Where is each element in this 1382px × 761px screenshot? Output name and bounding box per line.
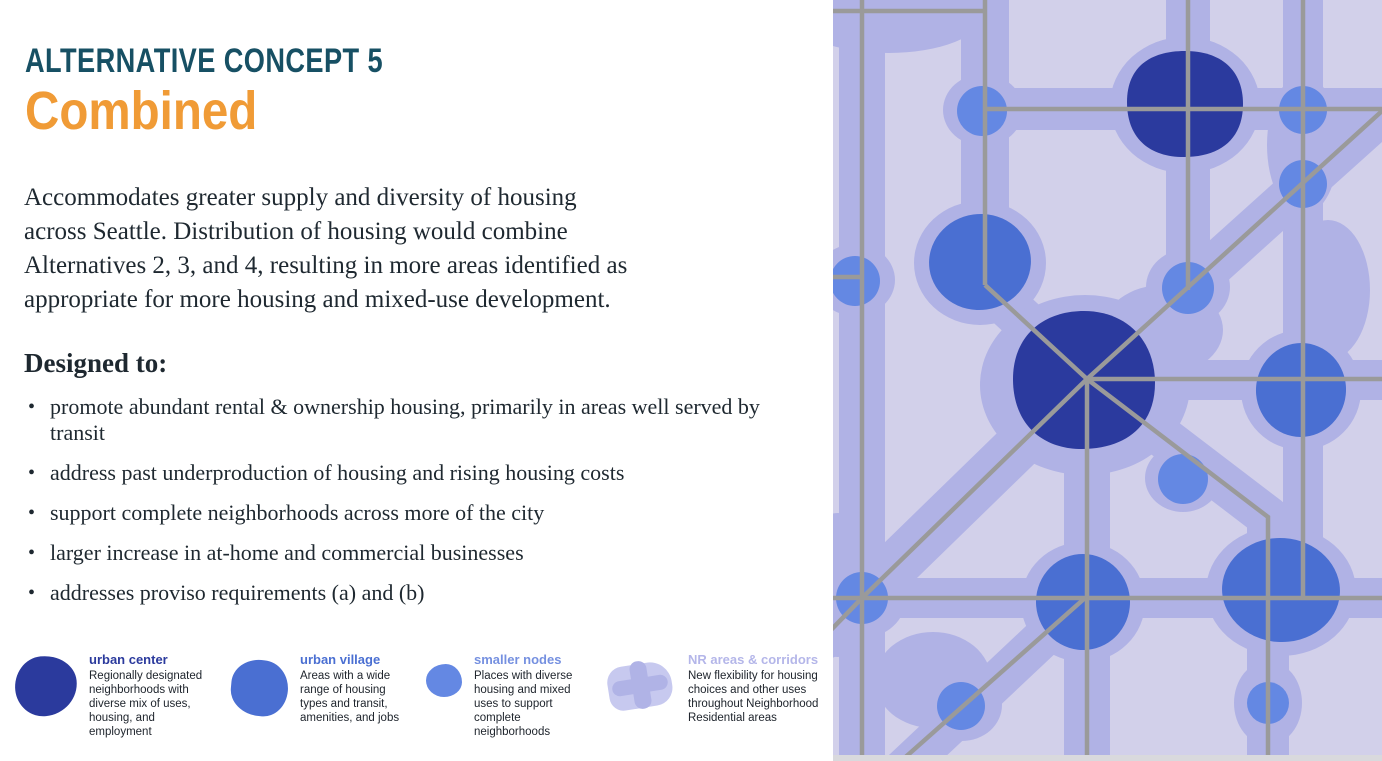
bullet-list: promote abundant rental & ownership hous… [24, 394, 764, 620]
smaller-nodes-swatch-icon [426, 664, 462, 697]
intro-line: Accommodates greater supply and diversit… [24, 184, 577, 211]
urban-village-swatch-icon [228, 657, 291, 719]
bullet-item: support complete neighborhoods across mo… [24, 500, 764, 526]
intro-line: across Seattle. Distribution of housing … [24, 218, 568, 245]
intro-line: Alternatives 2, 3, and 4, resulting in m… [24, 252, 628, 279]
legend-description: Places with diverse housing and mixed us… [474, 670, 573, 738]
legend-description: Areas with a wide range of housing types… [300, 670, 400, 724]
map-bottom-strip [833, 755, 1382, 761]
slide-kicker: ALTERNATIVE CONCEPT 5 [25, 42, 383, 80]
urban-village-blob [1222, 537, 1340, 643]
bullet-item: address past underproduction of housing … [24, 460, 764, 486]
legend-label: urban village [300, 652, 381, 667]
legend: urban center Regionally designated neigh… [12, 650, 840, 739]
road-line [1085, 377, 1271, 761]
legend-label: smaller nodes [474, 652, 562, 667]
road-line [833, 377, 1089, 632]
intro-paragraph: Accommodates greater supply and diversit… [24, 181, 804, 317]
smaller-node-dot [1158, 454, 1208, 504]
legend-item-smaller-nodes: smaller nodes Places with diverse housin… [426, 650, 580, 739]
urban-center-blob [1127, 51, 1243, 157]
smaller-node-dot [833, 256, 880, 306]
bullet-item: larger increase in at-home and commercia… [24, 540, 764, 566]
urban-center-swatch-icon [12, 652, 80, 720]
text-panel: ALTERNATIVE CONCEPT 5 Combined Accommoda… [0, 0, 833, 761]
legend-description: Regionally designated neighborhoods with… [89, 670, 203, 738]
intro-line: appropriate for more housing and mixed-u… [24, 286, 611, 313]
legend-item-urban-center: urban center Regionally designated neigh… [12, 650, 211, 739]
road-line [899, 596, 1087, 761]
smaller-node-dots [833, 86, 1327, 730]
legend-item-nr-areas: NR areas & corridors New flexibility for… [604, 650, 840, 725]
bullet-item: addresses proviso requirements (a) and (… [24, 580, 764, 606]
urban-village-blob [929, 213, 1031, 311]
legend-item-urban-village: urban village Areas with a wide range of… [228, 650, 412, 725]
legend-description: New flexibility for housing choices and … [688, 670, 819, 724]
smaller-node-dot [957, 86, 1007, 136]
slide-title: Combined [25, 81, 258, 141]
designed-to-heading: Designed to: [24, 348, 168, 378]
road-line [983, 283, 1089, 381]
concept-map [833, 0, 1382, 761]
bullet-item: promote abundant rental & ownership hous… [24, 394, 764, 446]
road-lines [833, 0, 1382, 761]
legend-label: NR areas & corridors [688, 652, 819, 667]
road-line [1085, 109, 1382, 381]
legend-label: urban center [89, 652, 168, 667]
nr-areas-swatch-icon [604, 659, 676, 714]
